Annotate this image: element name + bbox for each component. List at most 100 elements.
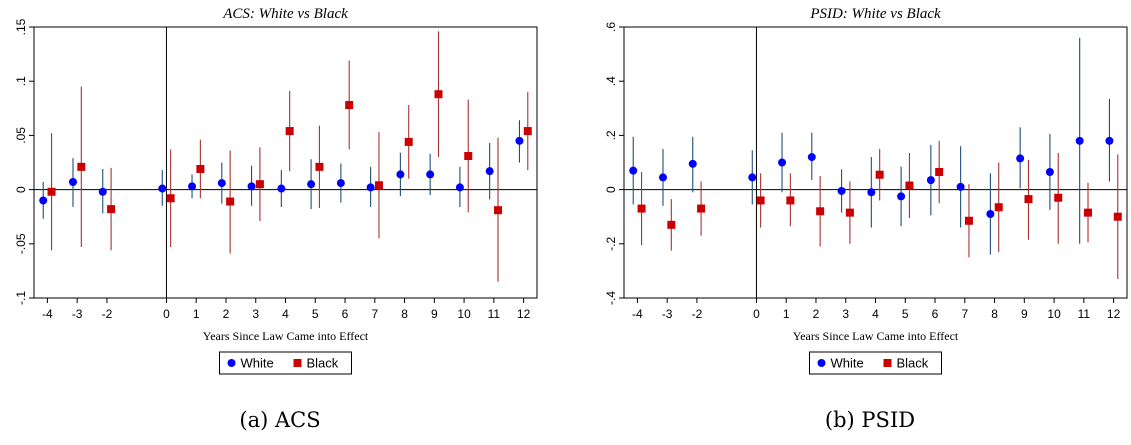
black-point: [255, 180, 264, 189]
white-point: [778, 158, 787, 167]
x-tick-label: 8: [991, 307, 998, 321]
black-point: [756, 196, 765, 205]
legend-label-white: White: [241, 356, 274, 371]
x-tick-label: 0: [163, 307, 170, 321]
black-point: [315, 162, 324, 171]
x-tick-label: 12: [1107, 307, 1121, 321]
x-tick-label: 9: [431, 307, 438, 321]
black-point: [47, 187, 56, 196]
x-tick-label: 0: [753, 307, 760, 321]
black-point: [1113, 212, 1122, 221]
x-tick-label: 7: [961, 307, 968, 321]
chart-caption: (b) PSID: [824, 408, 916, 432]
black-point: [1024, 195, 1033, 204]
black-point: [905, 181, 914, 190]
white-point: [68, 178, 77, 187]
x-axis-label: Years Since Law Came into Effect: [203, 329, 369, 343]
white-point: [956, 182, 965, 191]
white-point: [837, 186, 846, 195]
x-tick-label: 5: [902, 307, 909, 321]
black-point: [964, 216, 973, 225]
x-tick-label: 10: [457, 307, 471, 321]
x-tick-label: -4: [632, 307, 643, 321]
black-point: [285, 127, 294, 136]
y-tick-label: .1: [14, 76, 28, 86]
y-tick-label: 0: [14, 186, 28, 193]
white-point: [98, 187, 107, 196]
x-axis-label: Years Since Law Came into Effect: [793, 329, 959, 343]
white-point: [188, 182, 197, 191]
white-point: [926, 176, 935, 185]
y-tick-label: .05: [14, 127, 28, 144]
black-point: [1054, 193, 1063, 202]
white-point: [247, 182, 256, 191]
legend-label-black: Black: [307, 356, 339, 371]
black-point: [374, 181, 383, 190]
white-point: [867, 188, 876, 197]
plot-frame: [33, 26, 538, 299]
black-point: [697, 204, 706, 213]
x-tick-label: 11: [488, 307, 501, 321]
white-point: [217, 179, 226, 188]
legend-marker-white: [817, 359, 826, 367]
black-point: [816, 207, 825, 216]
chart-psid: PSID: White vs Black -.4 -.2 0 .2 .4 .6 -4 -3 -2 0…: [604, 6, 1128, 375]
chart-title: ACS: White vs Black: [222, 6, 348, 22]
chart-panel-acs: ACS: White vs Black -.1 -.05 0 .05 .1 .15 -4 -3 -…: [0, 0, 560, 445]
legend-label-white: White: [831, 356, 864, 371]
black-point: [464, 151, 473, 160]
x-tick-label: 9: [1021, 307, 1028, 321]
y-tick-label: 0: [604, 186, 618, 193]
y-tick-label: -.1: [14, 291, 28, 305]
white-point: [1045, 167, 1054, 176]
black-point: [935, 167, 944, 176]
x-tick-label: 6: [342, 307, 349, 321]
black-point: [226, 197, 235, 206]
y-tick-label: .4: [604, 76, 618, 86]
white-point: [748, 173, 757, 182]
x-tick-label: 2: [813, 307, 820, 321]
white-point: [277, 184, 286, 193]
black-point: [994, 203, 1003, 212]
x-tick-label: 4: [282, 307, 289, 321]
x-tick-label: 12: [517, 307, 531, 321]
y-tick-label: -.4: [604, 291, 618, 305]
chart-acs: ACS: White vs Black -.1 -.05 0 .05 .1 .15 -4 -3 -…: [14, 6, 538, 375]
white-point: [1016, 154, 1025, 163]
black-point: [523, 127, 532, 136]
legend-marker-black: [293, 359, 302, 367]
x-tick-label: -4: [42, 307, 53, 321]
y-tick-label: .6: [604, 22, 618, 32]
black-point: [166, 194, 175, 203]
black-point: [667, 220, 676, 229]
black-point: [494, 206, 503, 215]
x-tick-label: 3: [252, 307, 259, 321]
white-point: [426, 170, 435, 179]
white-point: [455, 183, 464, 192]
black-point: [1084, 208, 1093, 217]
chart-caption: (a) ACS: [239, 408, 321, 432]
x-tick-label: -3: [662, 307, 673, 321]
y-tick-label: .2: [604, 130, 618, 140]
x-tick-label: 6: [932, 307, 939, 321]
x-tick-label: 7: [371, 307, 378, 321]
black-point: [77, 162, 86, 171]
x-tick-label: 2: [223, 307, 230, 321]
white-point: [807, 153, 816, 162]
chart-title: PSID: White vs Black: [809, 6, 941, 22]
legend-label-black: Black: [897, 356, 929, 371]
legend-marker-black: [883, 359, 892, 367]
white-point: [1105, 136, 1114, 145]
legend-marker-white: [227, 359, 236, 367]
white-point: [658, 173, 667, 182]
white-point: [897, 192, 906, 201]
black-point: [845, 208, 854, 217]
white-point: [986, 209, 995, 218]
black-point: [637, 204, 646, 213]
black-point: [107, 205, 116, 214]
x-tick-label: -2: [102, 307, 113, 321]
x-tick-label: 10: [1047, 307, 1061, 321]
black-point: [786, 196, 795, 205]
x-tick-label: 4: [872, 307, 879, 321]
black-point: [404, 137, 413, 146]
